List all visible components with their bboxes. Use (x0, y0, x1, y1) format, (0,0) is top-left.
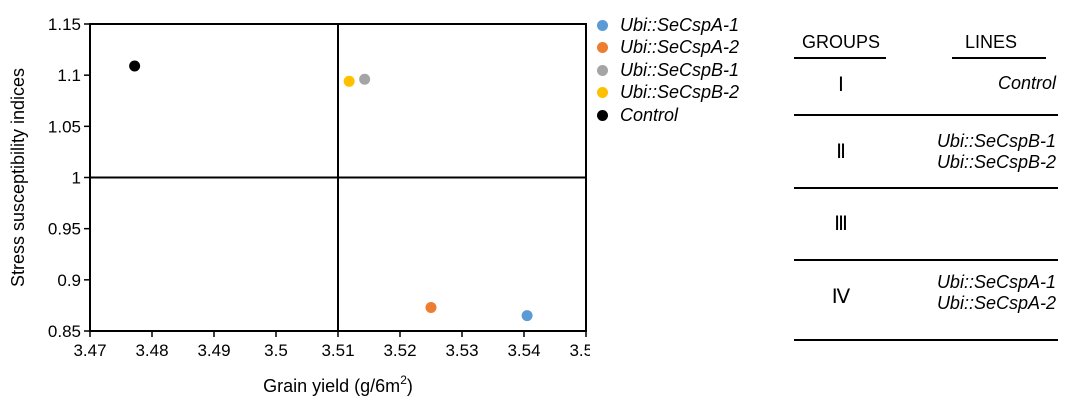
line-name: Ubi::SeCspB-1 (936, 131, 1056, 151)
x-tick-label: 3.55 (569, 341, 590, 360)
x-axis-title-close: ) (407, 376, 413, 396)
legend: Ubi::SeCspA-1 Ubi::SeCspA-2 Ubi::SeCspB-1 U… (597, 14, 739, 127)
legend-marker (597, 42, 608, 54)
line-name: Control (997, 73, 1056, 93)
legend-marker (597, 109, 608, 121)
group-lines: Ubi::SeCspA-1 Ubi::SeCspA-2 (894, 272, 1056, 314)
group-label: Ⅲ (834, 213, 848, 235)
x-tick-label: 3.47 (73, 341, 106, 360)
y-tick-label: 0.9 (57, 271, 81, 290)
legend-item: Ubi::SeCspA-1 (597, 14, 739, 37)
y-tick-label: 1.1 (57, 66, 81, 85)
legend-item: Ubi::SeCspB-2 (597, 82, 739, 105)
table-rule (794, 259, 1058, 261)
x-axis-title-text: Grain yield (g/6m (263, 376, 400, 396)
groups-header: GROUPS (801, 32, 880, 52)
x-axis-title: Grain yield (g/6m2) (263, 373, 413, 396)
table-rule (794, 187, 1058, 189)
x-tick-label: 3.5 (264, 341, 288, 360)
legend-label: Ubi::SeCspA-2 (620, 37, 740, 58)
legend-marker (597, 64, 608, 76)
legend-label: Ubi::SeCspB-1 (620, 59, 740, 80)
x-tick-label: 3.54 (507, 341, 540, 360)
group-lines: Ubi::SeCspB-1 Ubi::SeCspB-2 (894, 131, 1056, 173)
data-points (129, 60, 533, 322)
y-tick-label: 1 (72, 169, 81, 188)
table-rule (794, 114, 1058, 116)
data-point (521, 310, 533, 322)
y-tick-label: 1.15 (48, 15, 81, 34)
y-tick-label: 1.05 (48, 117, 81, 136)
lines-header: LINES (964, 32, 1018, 52)
groups-header-underline (794, 57, 886, 59)
x-tick-label: 3.53 (445, 341, 478, 360)
table-rule (794, 339, 1058, 341)
line-name: Ubi::SeCspA-2 (936, 293, 1056, 313)
legend-marker (597, 87, 608, 99)
y-axis-ticks: 0.85 0.9 0.95 1 1.05 1.1 1.15 (48, 15, 90, 341)
y-tick-label: 0.85 (48, 322, 81, 341)
groups-table: GROUPS LINES Ⅰ Control Ⅱ Ubi::SeCspB-1 Ubi::… (794, 28, 1058, 344)
x-tick-label: 3.52 (383, 341, 416, 360)
data-point (343, 75, 355, 87)
legend-item: Ubi::SeCspB-1 (597, 59, 739, 82)
line-name: Ubi::SeCspB-2 (936, 152, 1056, 172)
lines-header-underline (952, 57, 1046, 59)
line-name: Ubi::SeCspA-1 (936, 272, 1056, 292)
x-tick-label: 3.49 (197, 341, 230, 360)
x-axis-ticks: 3.47 3.48 3.49 3.5 3.51 3.52 3.53 3.54 3.55 (73, 331, 590, 360)
scatter-chart: 3.47 3.48 3.49 3.5 3.51 3.52 3.53 3.54 3.55 0.85… (8, 15, 590, 396)
legend-label: Control (620, 104, 679, 125)
group-label: Ⅳ (831, 286, 851, 308)
quadrant-lines (90, 24, 586, 331)
legend-item: Ubi::SeCspA-2 (597, 37, 739, 60)
data-point (425, 301, 437, 313)
group-lines: Control (894, 73, 1056, 94)
legend-marker (597, 19, 608, 31)
group-label: Ⅱ (836, 141, 846, 163)
legend-item: Control (597, 104, 739, 127)
x-axis-title-superscript: 2 (400, 373, 407, 387)
x-tick-label: 3.48 (135, 341, 168, 360)
data-point (359, 73, 371, 85)
group-label: Ⅰ (838, 74, 844, 96)
data-point (129, 60, 141, 72)
y-tick-label: 0.95 (48, 220, 81, 239)
x-tick-label: 3.51 (321, 341, 354, 360)
y-axis-title: Stress susceptibility indices (8, 68, 28, 287)
legend-label: Ubi::SeCspB-2 (620, 82, 740, 103)
legend-label: Ubi::SeCspA-1 (620, 14, 740, 35)
